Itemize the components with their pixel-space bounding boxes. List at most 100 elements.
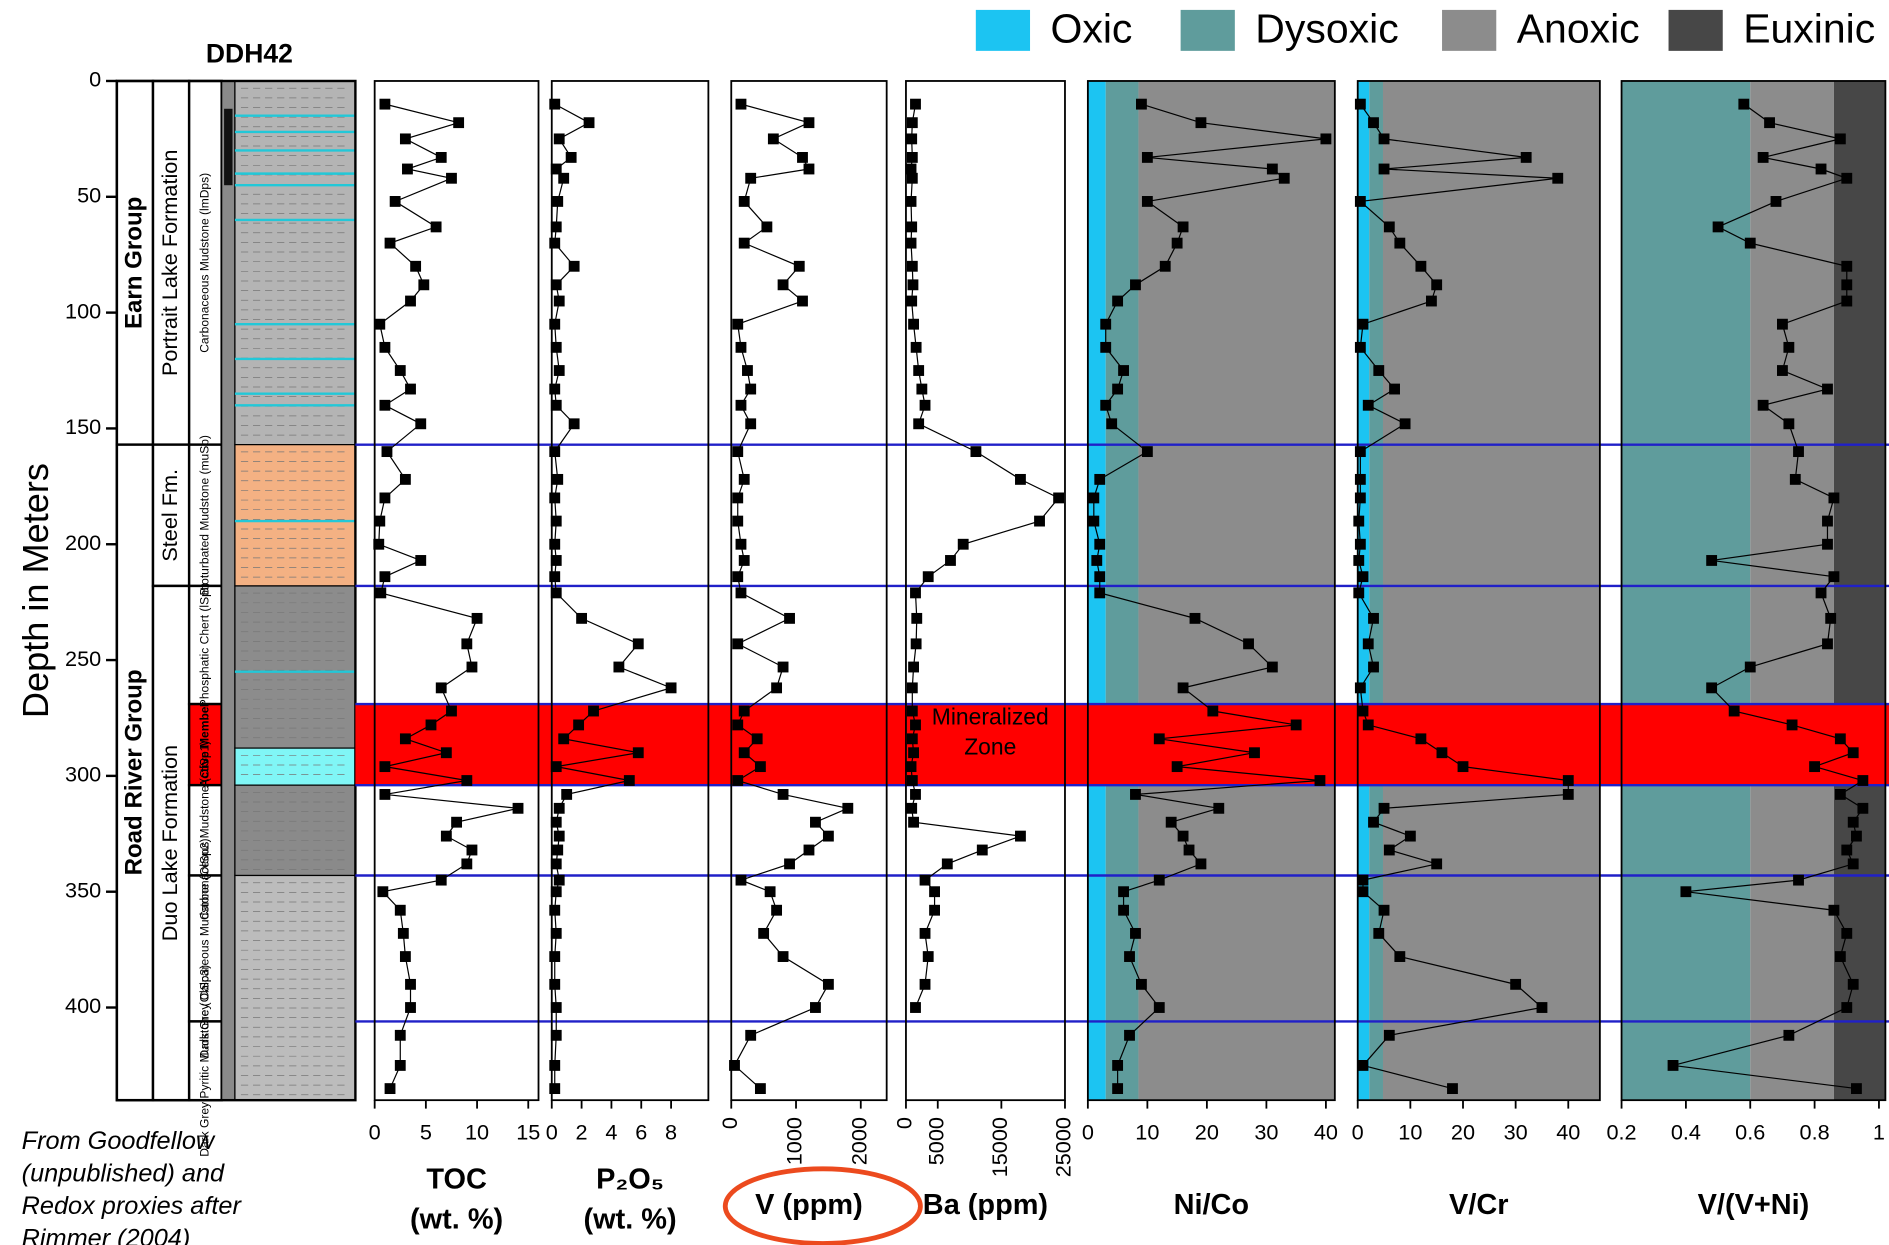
data-point xyxy=(1184,845,1195,856)
x-tick-label: 30 xyxy=(1254,1120,1278,1145)
data-point xyxy=(461,858,472,869)
data-point xyxy=(385,238,396,249)
data-point xyxy=(1426,296,1437,307)
data-point xyxy=(373,539,384,550)
strat-label: Carbonaceous Mudstone (lmDps) xyxy=(198,173,212,353)
data-point xyxy=(398,928,409,939)
data-point xyxy=(1848,858,1859,869)
data-point xyxy=(732,492,743,503)
data-point xyxy=(1437,747,1448,758)
data-point xyxy=(1355,99,1366,110)
data-point xyxy=(1363,400,1374,411)
x-axis-label: Ni/Co xyxy=(1174,1189,1249,1221)
data-point xyxy=(573,720,584,731)
data-point xyxy=(549,99,560,110)
y-tick-label: 300 xyxy=(65,762,101,787)
x-tick-label: 0.6 xyxy=(1735,1120,1765,1145)
data-point xyxy=(1729,706,1740,717)
data-point xyxy=(745,384,756,395)
data-point xyxy=(426,720,437,731)
data-point xyxy=(400,474,411,485)
x-axis-label: (wt. %) xyxy=(410,1203,503,1235)
data-point xyxy=(732,446,743,457)
data-point xyxy=(633,638,644,649)
data-point xyxy=(797,296,808,307)
data-point xyxy=(551,555,562,566)
data-point xyxy=(1415,261,1426,272)
strat-label: Road River Group xyxy=(120,669,147,875)
data-point xyxy=(467,845,478,856)
credit: Redox proxies after xyxy=(22,1192,243,1220)
data-point xyxy=(1389,384,1400,395)
data-point xyxy=(551,886,562,897)
data-point xyxy=(453,117,464,128)
data-point xyxy=(1563,789,1574,800)
lithology-block xyxy=(235,875,355,1100)
data-point xyxy=(472,613,483,624)
data-point xyxy=(1848,747,1859,758)
data-point xyxy=(1358,319,1369,330)
data-point xyxy=(920,979,931,990)
data-point xyxy=(1783,1030,1794,1041)
legend-label: Euxinic xyxy=(1743,5,1875,51)
x-tick-label: 0.2 xyxy=(1606,1120,1636,1145)
data-point xyxy=(907,682,918,693)
data-point xyxy=(1816,587,1827,598)
y-tick-label: 200 xyxy=(65,530,101,555)
data-point xyxy=(911,342,922,353)
data-point xyxy=(379,492,390,503)
data-point xyxy=(1112,296,1123,307)
data-point xyxy=(907,706,918,717)
data-point xyxy=(1841,296,1852,307)
data-point xyxy=(576,613,587,624)
data-point xyxy=(1758,400,1769,411)
data-point xyxy=(446,706,457,717)
x-tick-label: 15 xyxy=(516,1120,540,1145)
data-point xyxy=(379,342,390,353)
data-point xyxy=(1091,555,1102,566)
strat-label: Steel Fm. xyxy=(157,469,182,562)
x-axis-label: V/(V+Ni) xyxy=(1698,1189,1810,1221)
data-point xyxy=(1355,539,1366,550)
data-point xyxy=(1822,384,1833,395)
data-point xyxy=(549,905,560,916)
data-point xyxy=(375,587,386,598)
x-tick-label: 0 xyxy=(546,1120,558,1145)
data-point xyxy=(1136,99,1147,110)
data-point xyxy=(552,474,563,485)
legend-label: Anoxic xyxy=(1517,5,1640,51)
data-point xyxy=(513,803,524,814)
x-tick-label: 6 xyxy=(635,1120,647,1145)
data-point xyxy=(823,831,834,842)
data-point xyxy=(379,789,390,800)
data-point xyxy=(1196,858,1207,869)
strat-label: Phosphatic Chert (lSpt) xyxy=(198,583,212,707)
data-point xyxy=(1178,221,1189,232)
data-point xyxy=(1771,196,1782,207)
data-point xyxy=(379,761,390,772)
strat-label: Portrait Lake Formation xyxy=(157,150,182,376)
data-point xyxy=(929,905,940,916)
data-point xyxy=(1431,858,1442,869)
x-tick-label: 0.8 xyxy=(1800,1120,1830,1145)
data-point xyxy=(771,905,782,916)
data-point xyxy=(916,384,927,395)
legend-label: Dysoxic xyxy=(1255,5,1398,51)
data-point xyxy=(561,789,572,800)
data-point xyxy=(549,238,560,249)
data-point xyxy=(461,775,472,786)
data-point xyxy=(418,279,429,290)
data-point xyxy=(1154,1002,1165,1013)
data-point xyxy=(1379,133,1390,144)
data-point xyxy=(1828,905,1839,916)
data-point xyxy=(1358,886,1369,897)
data-point xyxy=(736,587,747,598)
data-point xyxy=(739,238,750,249)
data-point xyxy=(745,1030,756,1041)
data-point xyxy=(1358,1060,1369,1071)
data-point xyxy=(1172,238,1183,249)
data-point xyxy=(379,99,390,110)
data-point xyxy=(1521,152,1532,163)
x-tick-label: 15000 xyxy=(987,1117,1012,1177)
x-tick-label: 30 xyxy=(1504,1120,1528,1145)
